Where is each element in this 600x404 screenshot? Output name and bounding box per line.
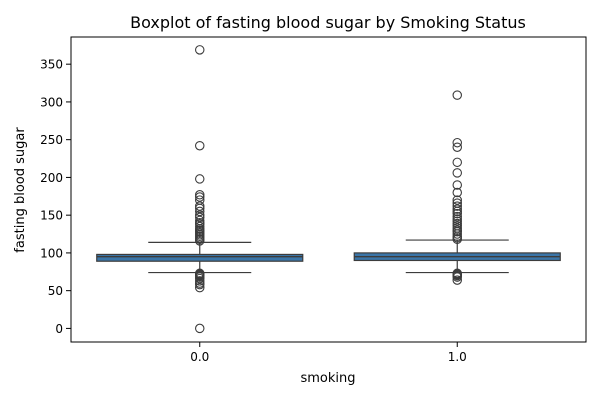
plot-area: 0 50 100 150 200 250 300 350 0.0 1.0 [40,36,587,364]
outlier-point [195,212,205,223]
x-tick-label: 0.0 [190,350,209,364]
outlier-point [195,195,205,205]
outlier-point [452,208,462,219]
outlier-point [195,201,205,211]
outlier-point [452,216,462,226]
outlier-point [452,198,462,208]
plot-frame [70,36,587,343]
y-tick-label: 350 [40,58,63,72]
y-tick-label: 50 [48,284,63,298]
y-tick-label: 300 [40,95,63,109]
outlier-point [195,217,205,228]
outlier-point [195,282,205,293]
outlier-point [195,174,205,184]
outlier-point [195,190,205,200]
chart-title: Boxplot of fasting blood sugar by Smokin… [130,13,526,32]
outlier-point [195,276,205,286]
outlier-point [452,168,462,178]
outlier-point [195,45,205,55]
outlier-point [195,210,205,220]
y-tick-label: 250 [40,133,63,147]
outlier-point [452,157,462,168]
outlier-point [195,206,205,217]
y-axis-label: fasting blood sugar [13,127,28,253]
outlier-point [452,180,462,190]
box-0.0 [96,253,304,262]
x-tick-label: 1.0 [448,350,467,364]
outlier-point [452,268,462,279]
outlier-point [452,201,462,211]
outlier-point [452,225,462,236]
outlier-point [452,137,462,148]
outlier-point [452,275,462,285]
outlier-point [195,215,205,226]
outlier-point [452,220,462,231]
outlier-point [452,211,462,222]
outlier-point [452,195,462,205]
y-tick-label: 100 [40,246,63,260]
x-axis-label: smoking [300,371,355,386]
y-tick-label: 0 [55,322,63,336]
outlier-point [452,90,462,100]
outlier-point [195,221,205,232]
outlier-point [195,268,205,279]
outlier-point [195,192,205,202]
outlier-point [195,140,205,151]
outlier-point [452,204,462,214]
outlier-point [452,214,462,224]
y-tick-label: 200 [40,171,63,185]
outlier-point [452,223,462,233]
outlier-point [195,323,205,334]
y-tick-label: 150 [40,209,63,223]
outlier-point [452,218,462,229]
outlier-point [452,187,462,198]
outlier-point [452,142,462,152]
